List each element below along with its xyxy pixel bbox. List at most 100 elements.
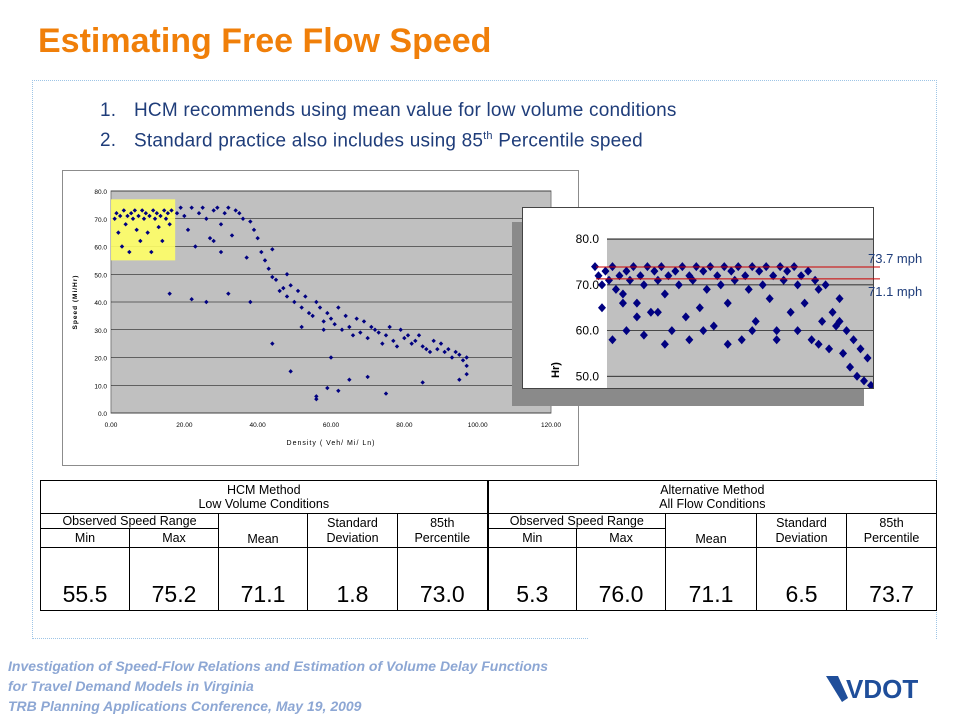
data-point [314,396,319,402]
data-point [226,291,231,296]
data-point [601,266,610,276]
data-point [730,275,739,285]
data-point [699,326,708,336]
data-point [646,307,655,317]
bullet-superscript: th [483,130,493,142]
col-p85-line1: 85th [879,515,904,530]
data-point [347,377,352,382]
data-point [839,348,848,358]
footer-line-2: for Travel Demand Models in Virginia [8,678,254,694]
data-point [240,216,246,221]
observed-range-header: Observed Speed Range [486,513,667,529]
data-point [314,394,319,399]
footer-citation: Investigation of Speed-Flow Relations an… [8,656,548,716]
y-tick-label: 80.0 [576,232,600,246]
data-point [314,299,319,305]
data-point [409,341,414,346]
x-tick-label: 100.00 [468,422,488,429]
data-point [149,249,154,255]
data-point [270,247,275,252]
data-point [218,222,224,227]
y-tick-label: 30.0 [94,328,107,335]
data-point [860,376,869,386]
alt-min-value: 5.3 [486,547,578,611]
data-point [336,388,341,393]
vdot-logo-mark: VDOT [826,674,918,704]
data-point [248,299,253,305]
data-point [636,271,645,281]
data-point [189,205,194,210]
data-point [185,227,191,233]
data-point [867,380,873,388]
data-point [702,284,711,294]
data-point [688,275,697,285]
data-point [295,288,301,294]
data-point [145,230,150,235]
data-point [695,303,704,313]
bullet-number: 1. [100,100,117,121]
data-point [639,280,648,290]
data-point [226,205,231,210]
speed-density-plot: 0.0 10.0 20.0 30.0 40.0 50.0 60.0 70.0 80.0 0.00… [72,189,561,447]
data-point [207,235,213,241]
data-point [387,324,392,330]
col-sd-header: Standard Deviation [307,513,398,548]
col-p85-line2: Percentile [414,530,471,545]
data-point [825,344,834,354]
alt-method-header: Alternative Method All Flow Conditions [486,480,938,514]
y-tick-labels: 80.0 70.0 60.0 50.0 [576,232,600,383]
data-point [273,277,279,282]
data-point [350,333,356,338]
data-points [591,262,873,388]
data-point [446,346,451,352]
data-point [671,266,680,276]
speed-zoom-plot: 80.0 70.0 60.0 50.0 Hr) [550,232,873,388]
hcm-mean-value: 71.1 [218,547,308,611]
data-point [354,316,359,321]
reference-label-mean: 71.1 mph [868,284,923,299]
data-point [380,341,385,346]
data-point [744,284,753,294]
data-point [594,271,603,281]
data-point [597,280,606,290]
y-tick-label: 10.0 [94,383,107,390]
data-point [727,266,736,276]
data-point [372,327,378,332]
data-point [846,362,855,372]
data-point [167,291,172,296]
data-point [200,205,205,210]
col-max-header: Max [576,528,667,548]
data-point [793,326,802,336]
data-point [402,335,407,341]
data-point [660,339,669,349]
data-point [365,335,370,341]
bullet-text: Standard practice also includes using 85 [134,130,484,152]
footer-line-1: Investigation of Speed-Flow Relations an… [8,658,549,674]
data-point [158,213,163,219]
y-axis-label: Hr) [550,362,562,378]
data-point [215,205,220,210]
data-point [625,275,634,285]
method-subtitle: Low Volume Conditions [198,497,330,511]
data-point [453,349,458,355]
y-tick-label: 80.0 [94,189,107,196]
data-point [182,213,187,219]
data-point [383,391,389,396]
data-point [281,285,286,291]
data-point [814,339,823,349]
data-point [435,346,440,352]
data-point [804,266,813,276]
data-point [150,208,156,213]
data-point [681,312,690,322]
data-point [138,238,143,244]
data-point [618,289,627,299]
data-point [143,211,149,216]
hcm-min-value: 55.5 [40,547,130,611]
data-point [814,284,823,294]
data-point [639,330,648,340]
data-point [248,219,253,224]
data-point [321,327,326,332]
data-point [325,385,330,391]
data-point [618,298,627,308]
alt-sd-value: 6.5 [756,547,848,611]
